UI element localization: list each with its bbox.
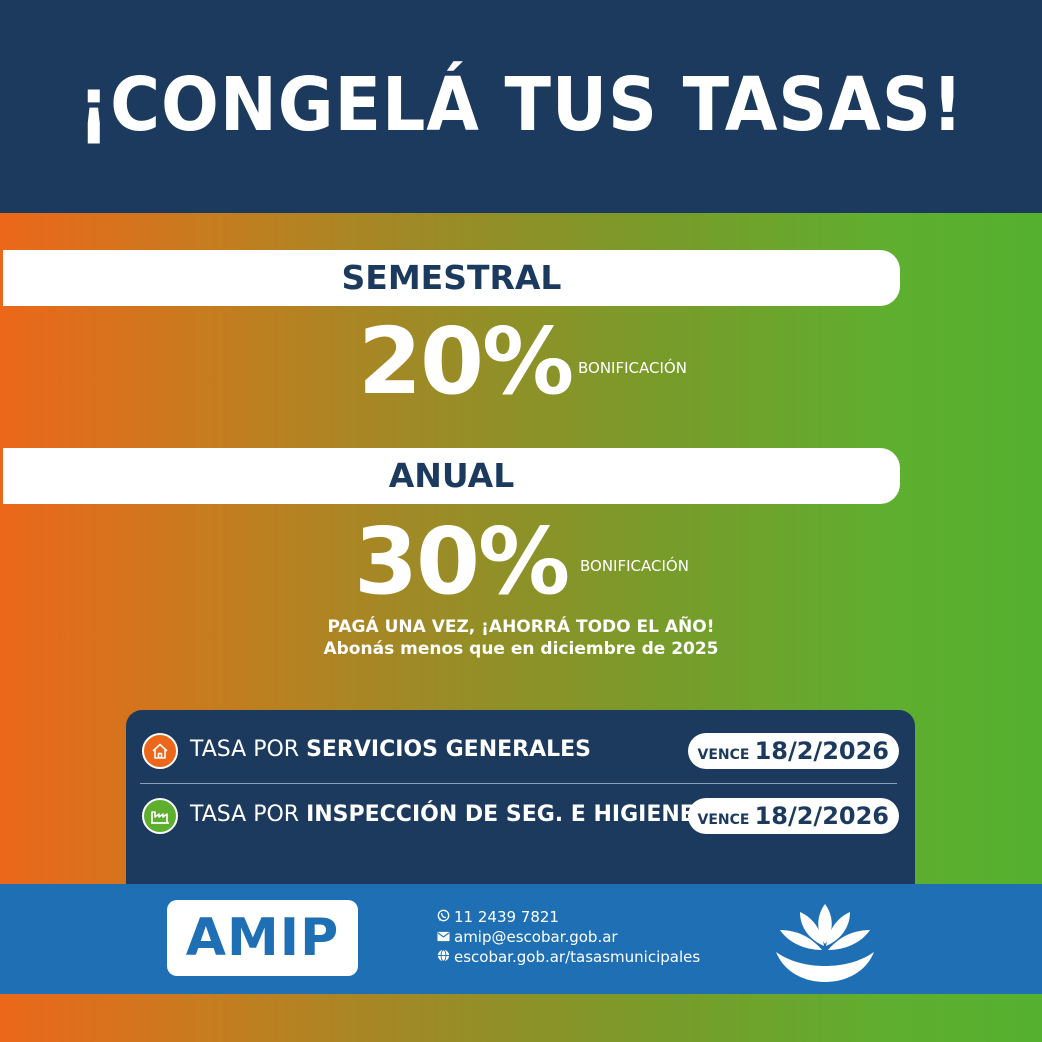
plan-anual-discount-label: BONIFICACIÓN [580, 557, 689, 575]
whatsapp-icon [435, 909, 451, 926]
due-date-badge: VENCE 18/2/2026 [687, 798, 899, 834]
plan-anual-pill: ANUAL [3, 448, 900, 504]
house-icon [142, 733, 178, 769]
contact-email[interactable]: amip@escobar.gob.ar [435, 928, 618, 946]
plan-semestral-discount-label: BONIFICACIÓN [578, 359, 687, 377]
divider [140, 783, 897, 784]
contact-phone[interactable]: 11 2439 7821 [435, 908, 559, 926]
note-line-2: Abonás menos que en diciembre de 2025 [323, 639, 719, 659]
tax-panel: TASA POR SERVICIOS GENERALES VENCE 18/2/… [126, 710, 915, 885]
amip-logo: AMIP [167, 900, 358, 976]
tax-row-servicios-generales: TASA POR SERVICIOS GENERALES VENCE 18/2/… [126, 729, 915, 773]
municipal-flower-logo [770, 902, 880, 984]
tax-row-inspeccion-seguridad-higiene: TASA POR INSPECCIÓN DE SEG. E HIGIENE VE… [126, 794, 915, 838]
tax-label: TASA POR INSPECCIÓN DE SEG. E HIGIENE [190, 802, 695, 827]
headline: ¡CONGELÁ TUS TASAS! [78, 62, 964, 148]
plan-semestral-pill: SEMESTRAL [3, 250, 900, 306]
globe-icon [435, 949, 451, 966]
tax-label: TASA POR SERVICIOS GENERALES [190, 737, 592, 762]
envelope-icon [435, 931, 451, 946]
header-banner: ¡CONGELÁ TUS TASAS! [0, 0, 1042, 213]
factory-icon [142, 798, 178, 834]
contact-website[interactable]: escobar.gob.ar/tasasmunicipales [435, 948, 700, 966]
footer: AMIP 11 2439 7821 amip@escobar.gob.ar es… [0, 884, 1042, 994]
note-line-1: PAGÁ UNA VEZ, ¡AHORRÁ TODO EL AÑO! [327, 617, 715, 637]
plan-semestral-discount: 20% [358, 308, 574, 415]
due-date-badge: VENCE 18/2/2026 [687, 733, 899, 769]
plan-anual-discount: 30% [354, 508, 570, 615]
